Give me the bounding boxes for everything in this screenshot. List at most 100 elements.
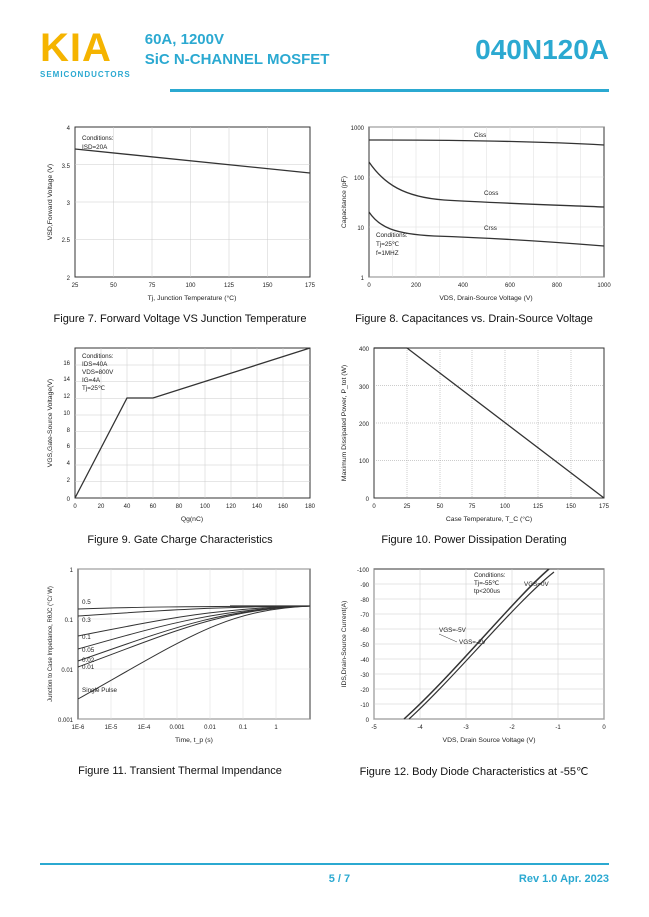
svg-text:10: 10: [63, 411, 70, 417]
svg-text:80: 80: [176, 504, 183, 510]
figures-grid: 4 3.5 3 2.5 2 25 50 75 100 125 150 175 T…: [40, 122, 609, 778]
svg-text:25: 25: [404, 504, 411, 510]
svg-text:IG=4A: IG=4A: [82, 377, 101, 384]
svg-text:20: 20: [98, 504, 105, 510]
figure-12-chart: -100 -90 -80 -70 -60 -50 -40 -30 -20 -10…: [334, 564, 614, 759]
svg-text:60: 60: [150, 504, 157, 510]
svg-text:2: 2: [67, 478, 71, 484]
datasheet-page: KIA SEMICONDUCTORS 60A, 1200V SiC N-CHAN…: [0, 0, 649, 917]
svg-text:0.5: 0.5: [82, 599, 91, 606]
svg-text:-70: -70: [360, 613, 369, 619]
spec-line-1: 60A, 1200V: [145, 30, 330, 50]
svg-text:Junction to Case Impedance, Rθ: Junction to Case Impedance, RθJC (°C/ W): [48, 586, 54, 702]
svg-text:-100: -100: [357, 568, 370, 574]
figure-12-caption: Figure 12. Body Diode Characteristics at…: [360, 765, 589, 778]
svg-text:Ciss: Ciss: [474, 132, 486, 139]
svg-text:200: 200: [411, 283, 422, 289]
page-header: KIA SEMICONDUCTORS 60A, 1200V SiC N-CHAN…: [40, 0, 609, 79]
svg-text:Conditions:: Conditions:: [82, 353, 114, 360]
svg-text:100: 100: [500, 504, 511, 510]
svg-text:-2: -2: [509, 725, 515, 731]
figure-11-caption: Figure 11. Transient Thermal Impendance: [78, 765, 282, 777]
footer-divider: [40, 863, 609, 865]
svg-text:150: 150: [262, 283, 273, 289]
svg-text:3: 3: [67, 201, 71, 207]
svg-text:-50: -50: [360, 643, 369, 649]
svg-text:1: 1: [70, 568, 74, 574]
svg-text:Time, t_p (s): Time, t_p (s): [175, 737, 213, 744]
svg-text:2.5: 2.5: [62, 238, 71, 244]
svg-text:0.3: 0.3: [82, 617, 91, 624]
figure-8-caption: Figure 8. Capacitances vs. Drain-Source …: [355, 313, 593, 325]
svg-text:1: 1: [274, 725, 278, 731]
figure-9-chart: 0 2 4 6 8 10 12 14 16 0 20 40 60 80 100 …: [40, 343, 320, 528]
svg-text:0: 0: [602, 725, 606, 731]
svg-text:-60: -60: [360, 628, 369, 634]
figure-7-box: 4 3.5 3 2.5 2 25 50 75 100 125 150 175 T…: [40, 122, 320, 325]
svg-text:16: 16: [63, 361, 70, 367]
figure-10-caption: Figure 10. Power Dissipation Derating: [381, 534, 566, 546]
svg-text:Maximum Dissipated Power, P_to: Maximum Dissipated Power, P_tot (W): [341, 365, 348, 481]
svg-text:75: 75: [469, 504, 476, 510]
svg-text:-20: -20: [360, 688, 369, 694]
svg-text:Qg(nC): Qg(nC): [181, 516, 203, 523]
svg-text:Conditions:: Conditions:: [474, 572, 506, 579]
svg-text:Tj=-55℃: Tj=-55℃: [474, 580, 499, 587]
svg-text:600: 600: [505, 283, 516, 289]
svg-text:4: 4: [67, 126, 71, 132]
svg-text:4: 4: [67, 461, 71, 467]
svg-text:f=1MHZ: f=1MHZ: [376, 250, 399, 257]
svg-text:Capacitance (pF): Capacitance (pF): [341, 176, 348, 228]
svg-text:175: 175: [305, 283, 316, 289]
svg-text:Tj=25℃: Tj=25℃: [82, 385, 105, 392]
figure-10-chart: 400 300 200 100 0 0 25 50 75 100 125 150…: [334, 343, 614, 528]
figure-9-box: 0 2 4 6 8 10 12 14 16 0 20 40 60 80 100 …: [40, 343, 320, 546]
svg-text:IDS=40A: IDS=40A: [82, 361, 108, 368]
figure-12-box: -100 -90 -80 -70 -60 -50 -40 -30 -20 -10…: [334, 564, 614, 778]
svg-text:1E-4: 1E-4: [138, 725, 151, 731]
svg-text:-80: -80: [360, 598, 369, 604]
svg-text:160: 160: [278, 504, 289, 510]
svg-text:10: 10: [357, 226, 364, 232]
svg-text:VGS=-2V: VGS=-2V: [459, 639, 487, 646]
svg-text:-5: -5: [371, 725, 377, 731]
svg-text:120: 120: [226, 504, 237, 510]
svg-text:125: 125: [224, 283, 235, 289]
svg-text:50: 50: [110, 283, 117, 289]
svg-text:0.001: 0.001: [169, 725, 185, 731]
svg-text:Tj, Junction Temperature (°C): Tj, Junction Temperature (°C): [148, 294, 237, 302]
svg-text:180: 180: [305, 504, 316, 510]
svg-text:1E-5: 1E-5: [105, 725, 118, 731]
figure-11-box: 1 0.1 0.01 0.001 1E-6 1E-5 1E-4 0.001 0.…: [40, 564, 320, 778]
svg-text:Coss: Coss: [484, 190, 498, 197]
svg-text:Case Temperature, T_C (°C): Case Temperature, T_C (°C): [446, 515, 532, 523]
figure-9-caption: Figure 9. Gate Charge Characteristics: [87, 534, 272, 546]
figure-7-caption: Figure 7. Forward Voltage VS Junction Te…: [54, 313, 307, 325]
svg-text:Single Pulse: Single Pulse: [82, 687, 118, 694]
svg-text:0.01: 0.01: [61, 668, 73, 674]
svg-text:0.1: 0.1: [82, 634, 91, 641]
svg-text:0.05: 0.05: [82, 647, 95, 654]
svg-text:0: 0: [366, 718, 370, 724]
svg-text:1000: 1000: [351, 126, 365, 132]
svg-text:400: 400: [458, 283, 469, 289]
svg-text:VSD,Forward Voltage (V): VSD,Forward Voltage (V): [47, 164, 54, 240]
svg-text:75: 75: [149, 283, 156, 289]
svg-text:200: 200: [359, 422, 370, 428]
svg-text:125: 125: [533, 504, 544, 510]
svg-text:Conditions:: Conditions:: [82, 135, 114, 142]
svg-text:50: 50: [437, 504, 444, 510]
svg-text:3.5: 3.5: [62, 164, 71, 170]
svg-text:1: 1: [361, 276, 365, 282]
svg-text:25: 25: [72, 283, 79, 289]
kia-logo: KIA SEMICONDUCTORS: [40, 28, 131, 79]
figure-11-chart: 1 0.1 0.01 0.001 1E-6 1E-5 1E-4 0.001 0.…: [40, 564, 320, 759]
svg-text:VGS,Gate-Source Voltage(V): VGS,Gate-Source Voltage(V): [47, 379, 54, 467]
part-number: 040N120A: [475, 28, 609, 66]
svg-text:150: 150: [566, 504, 577, 510]
svg-text:IDS,Drain-Source Current(A): IDS,Drain-Source Current(A): [341, 601, 348, 688]
svg-text:0.001: 0.001: [58, 718, 74, 724]
svg-text:300: 300: [359, 385, 370, 391]
svg-text:0: 0: [367, 283, 371, 289]
svg-text:-1: -1: [555, 725, 561, 731]
